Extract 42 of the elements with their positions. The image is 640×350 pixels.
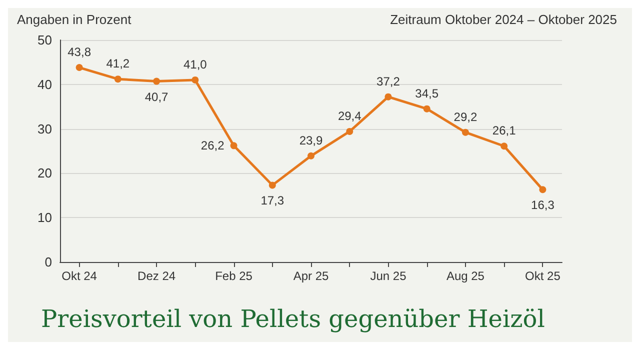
data-label: 16,3 [531,198,555,212]
text: Preisvorteil von Pellets gegenüber Heizöl [41,305,545,333]
x-tick-label: Aug 25 [446,269,485,283]
x-tick-label: Apr 25 [293,269,329,283]
x-tick-label: Jun 25 [370,269,407,283]
point [76,64,83,72]
data-label: 41,2 [106,56,130,71]
point [423,105,430,112]
point [500,142,508,150]
data-label: 26,2 [200,138,225,153]
chart-subtitle: Zeitraum Oktober 2024 – Oktober 2025 [390,12,618,27]
point [114,76,122,83]
x-tick-label: Feb 25 [215,269,253,283]
point [384,93,392,100]
y-tick-label: 10 [38,210,52,226]
point [192,76,199,84]
y-tick-label: 30 [38,121,52,136]
point [346,128,354,135]
x-tick-label: Okt 24 [62,269,98,283]
point [462,128,469,136]
data-label: 43,8 [68,45,92,60]
point [153,78,160,85]
y-axis-title: Angaben in Prozent [17,12,132,27]
point [539,186,546,194]
x-tick-label: Okt 25 [525,269,561,283]
data-label: 40,7 [144,90,169,104]
y-tick-label: 20 [38,166,52,181]
data-label: 26,1 [492,124,516,138]
point [308,152,314,160]
data-label: 29,2 [454,110,478,124]
data-label: 34,5 [415,86,439,100]
point [230,142,238,150]
y-tick-label: 40 [38,76,52,92]
y-tick-label: 0 [44,254,52,270]
point [268,182,276,189]
y-tick-label: 50 [38,32,52,48]
x-tick-label: Dez 24 [138,269,176,283]
data-label: 41,0 [183,57,208,72]
data-label: 37,2 [376,74,400,88]
data-label: 17,3 [260,194,284,208]
data-label: 29,4 [338,108,362,123]
data-label: 23,9 [299,133,323,148]
